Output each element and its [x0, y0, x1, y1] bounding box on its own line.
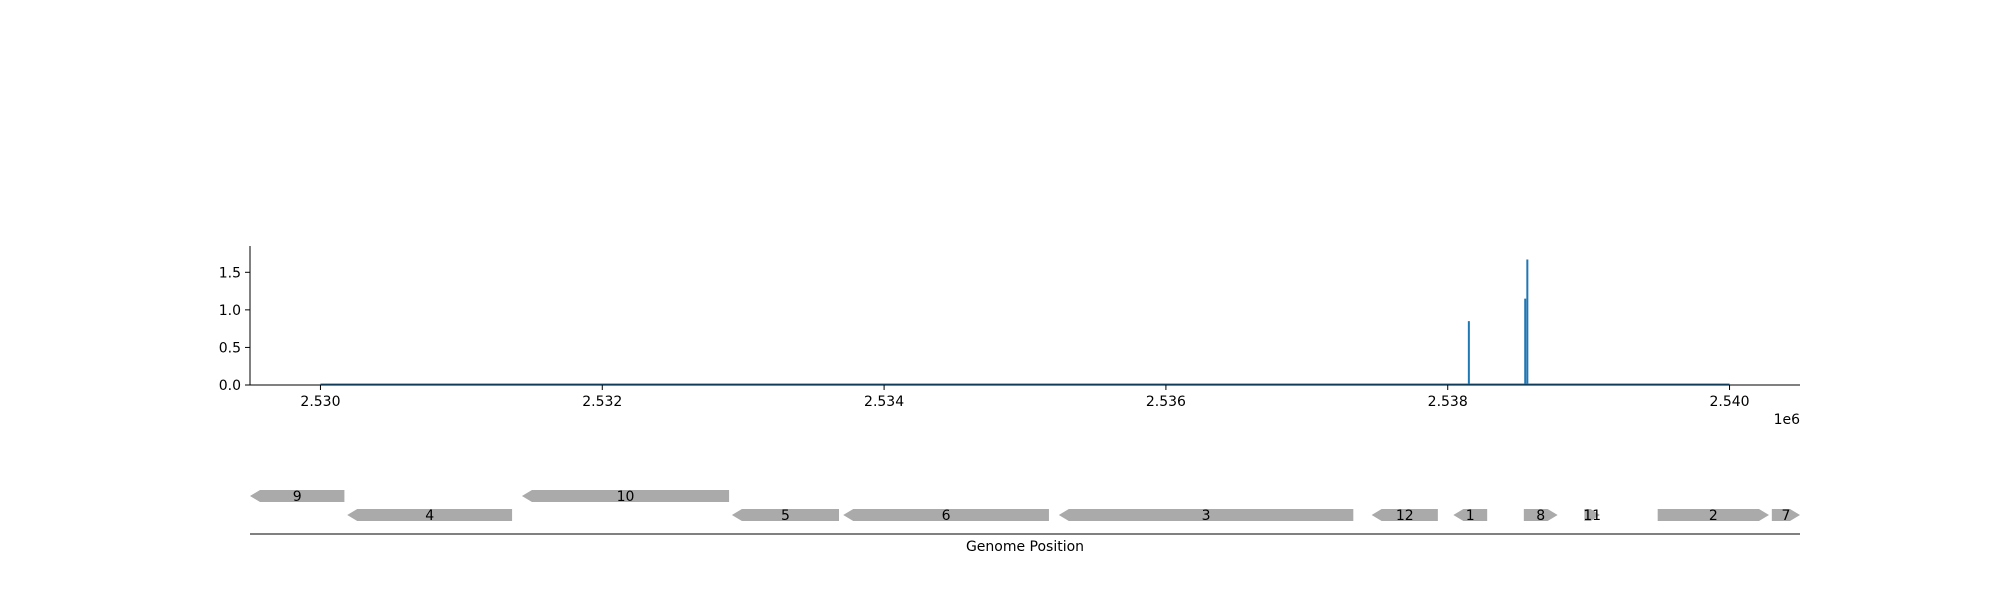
x-tick-label-0: 2.530: [300, 394, 340, 410]
gene-label-1: 1: [1466, 508, 1475, 524]
gene-label-11: 11: [1583, 508, 1601, 524]
x-axis-label: Genome Position: [966, 539, 1084, 555]
y-ticks: 0.0 0.5 1.0 1.5: [219, 265, 250, 394]
x-tick-label-2: 2.534: [864, 394, 904, 410]
gene-label-12: 12: [1396, 508, 1414, 524]
gene-label-3: 3: [1202, 508, 1211, 524]
x-tick-label-1: 2.532: [582, 394, 622, 410]
gene-label-5: 5: [781, 508, 790, 524]
gene-12: [1371, 509, 1438, 521]
gene-8: [1523, 509, 1558, 521]
coverage-series: [320, 259, 1730, 386]
x-ticks: 2.530 2.532 2.534 2.536 2.538 2.540: [300, 385, 1750, 410]
gene-label-4: 4: [425, 508, 434, 524]
gene-track: 9 4 10 5 6 3 12 1 8 11 2 7 Genome Position: [250, 489, 1800, 555]
gene-features: 9 4 10 5 6 3 12 1 8 11 2 7: [250, 489, 1800, 524]
y-tick-label-0: 0.0: [219, 378, 241, 394]
gene-7: [1771, 509, 1800, 521]
y-tick-label-2: 1.0: [219, 303, 241, 319]
gene-6: [843, 509, 1049, 521]
gene-label-2: 2: [1709, 508, 1718, 524]
gene-label-10: 10: [617, 489, 635, 505]
gene-3: [1058, 509, 1354, 521]
gene-label-9: 9: [293, 489, 302, 505]
gene-label-7: 7: [1781, 508, 1790, 524]
y-tick-label-1: 0.5: [219, 340, 241, 356]
gene-9: [250, 490, 345, 502]
x-tick-label-3: 2.536: [1146, 394, 1186, 410]
x-offset-label: 1e6: [1774, 412, 1801, 428]
gene-5: [731, 509, 839, 521]
coverage-plot: 2.530 2.532 2.534 2.536 2.538 2.540 0.0 0.5 1.0…: [219, 246, 1800, 428]
x-tick-label-4: 2.538: [1428, 394, 1468, 410]
y-tick-label-3: 1.5: [219, 265, 241, 281]
gene-label-6: 6: [942, 508, 951, 524]
gene-2: [1657, 509, 1769, 521]
gene-10: [521, 490, 730, 502]
gene-4: [347, 509, 513, 521]
gene-11: [1584, 509, 1600, 521]
gene-label-8: 8: [1536, 508, 1545, 524]
gene-1: [1453, 509, 1488, 521]
x-tick-label-5: 2.540: [1709, 394, 1749, 410]
